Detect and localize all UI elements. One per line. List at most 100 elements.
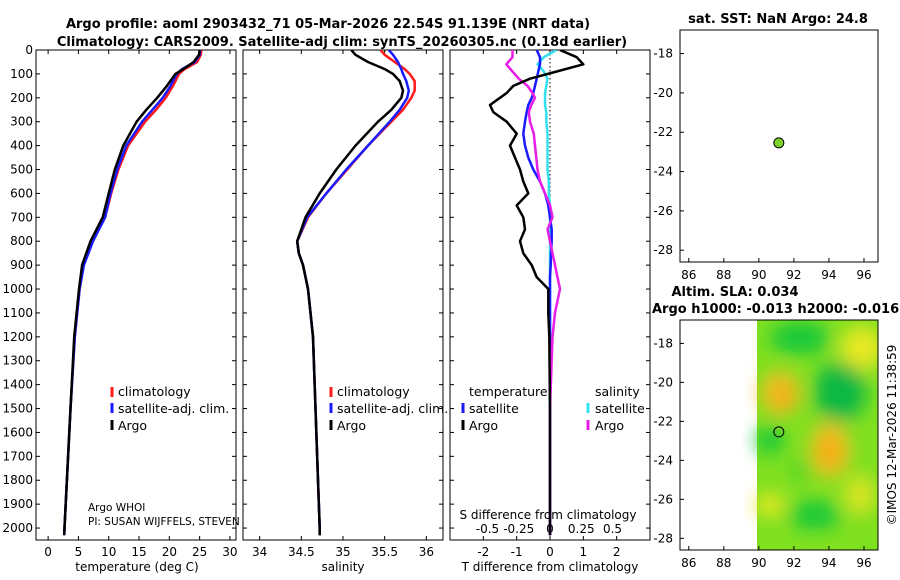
depth-tick-label: 1100 bbox=[2, 306, 33, 320]
sla-map-xtick-label: 96 bbox=[856, 556, 871, 570]
temperature-legend: climatology satellite-adj. clim. Argo bbox=[110, 384, 229, 433]
sla-map-ytick-label: -18 bbox=[653, 336, 673, 350]
sla-map-xtick-label: 88 bbox=[716, 556, 731, 570]
salinity-xtick-label: 34 bbox=[252, 545, 267, 559]
sst-map-xtick-label: 88 bbox=[716, 268, 731, 282]
sst-map-ytick-label: -28 bbox=[653, 243, 673, 257]
sst-map-xtick-label: 96 bbox=[856, 268, 871, 282]
salinity-xlabel: salinity bbox=[321, 560, 364, 574]
sst-map-ticks: 86 88 90 92 94 96 -18 -20 -22 -24 -26 -28 bbox=[653, 47, 871, 282]
difference-legend: temperature salinity satellite Argo sate… bbox=[461, 384, 645, 433]
difference-s-tick-label: 0.5 bbox=[603, 522, 622, 536]
difference-lines bbox=[488, 50, 585, 540]
depth-tick-label: 1900 bbox=[2, 497, 33, 511]
sla-heatmap bbox=[756, 320, 878, 550]
salinity-legend-satellite: satellite-adj. clim. bbox=[337, 401, 448, 416]
difference-xtick-label: -1 bbox=[511, 545, 523, 559]
depth-tick-label: 1400 bbox=[2, 378, 33, 392]
depth-tick-label: 900 bbox=[10, 258, 33, 272]
sla-map-frame bbox=[679, 319, 879, 551]
depth-tick-label: 0 bbox=[25, 43, 33, 57]
temperature-lines bbox=[62, 50, 203, 536]
argo-pi-note: PI: SUSAN WIJFFELS, STEVEN bbox=[88, 516, 240, 528]
depth-tick-label: 800 bbox=[10, 234, 33, 248]
depth-tick-label: 500 bbox=[10, 163, 33, 177]
depth-tick-label: 400 bbox=[10, 139, 33, 153]
header-title-line1: Argo profile: aoml 2903432_71 05-Mar-202… bbox=[66, 17, 590, 32]
sla-map-xtick-label: 92 bbox=[786, 556, 801, 570]
difference-xtick-label: -2 bbox=[477, 545, 489, 559]
temperature-xtick-label: 5 bbox=[75, 545, 83, 559]
salinity-legend-argo: Argo bbox=[337, 418, 366, 433]
sst-map-xtick-label: 86 bbox=[681, 268, 696, 282]
difference-legend-salinity-title: salinity bbox=[595, 384, 640, 399]
temperature-legend-argo: Argo bbox=[118, 418, 147, 433]
difference-legend-t-argo: Argo bbox=[469, 418, 498, 433]
difference-xtick-label: 1 bbox=[580, 545, 588, 559]
depth-tick-label: 100 bbox=[10, 67, 33, 81]
depth-tick-label: 1300 bbox=[2, 354, 33, 368]
salinity-xtick-label: 35.5 bbox=[371, 545, 398, 559]
sst-map-ytick-label: -20 bbox=[653, 86, 673, 100]
temperature-xtick-label: 20 bbox=[162, 545, 177, 559]
sla-map-xtick-label: 86 bbox=[681, 556, 696, 570]
depth-tick-label: 600 bbox=[10, 186, 33, 200]
salinity-legend-climatology: climatology bbox=[337, 384, 410, 399]
difference-legend-t-satellite: satellite bbox=[469, 401, 519, 416]
sst-map-ytick-label: -18 bbox=[653, 47, 673, 61]
salinity-ticks: 34 34.5 35 35.5 36 bbox=[243, 49, 443, 559]
sla-map-title-line2: Argo h1000: -0.013 h2000: -0.016 bbox=[652, 302, 899, 317]
salinity-series-satellite-adj-clim- bbox=[295, 50, 411, 536]
salinity-xtick-label: 35 bbox=[335, 545, 350, 559]
sla-map-xtick-label: 94 bbox=[821, 556, 836, 570]
temperature-xtick-label: 0 bbox=[44, 545, 52, 559]
sla-map-ytick-label: -22 bbox=[653, 414, 673, 428]
sla-map-ytick-label: -26 bbox=[653, 492, 673, 506]
footer-timestamp: ©IMOS 12-Mar-2026 11:38:59 bbox=[885, 345, 899, 526]
temperature-series-climatology bbox=[62, 50, 203, 536]
difference-xlabel: T difference from climatology bbox=[461, 560, 639, 574]
depth-tick-label: 1700 bbox=[2, 449, 33, 463]
argo-institution-note: Argo WHOI bbox=[88, 502, 145, 514]
difference-series-s-satellite bbox=[536, 50, 557, 536]
difference-s-tick-label: -0.5 bbox=[476, 522, 499, 536]
sst-map-points bbox=[773, 137, 785, 149]
depth-tick-label: 1800 bbox=[2, 473, 33, 487]
depth-tick-label: 2000 bbox=[2, 521, 33, 535]
temperature-xtick-label: 15 bbox=[131, 545, 146, 559]
sst-map-ytick-label: -24 bbox=[653, 165, 673, 179]
temperature-ticks: 0 5 10 15 20 25 300100200300400500600700800900… bbox=[2, 43, 237, 559]
temperature-xlabel: temperature (deg C) bbox=[75, 560, 198, 574]
sst-map-argo-location-marker bbox=[773, 137, 785, 149]
temperature-xtick-label: 30 bbox=[222, 545, 237, 559]
sla-map-title-line1: Altim. SLA: 0.034 bbox=[672, 285, 799, 300]
difference-ticks: -2 -1 0 1 2-0.5 -0.25 0 0.25 0.5 bbox=[450, 49, 650, 559]
temperature-legend-satellite: satellite-adj. clim. bbox=[118, 401, 229, 416]
difference-xtick-label: 0 bbox=[546, 545, 554, 559]
salinity-xtick-label: 36 bbox=[419, 545, 434, 559]
salinity-legend: climatology satellite-adj. clim. Argo bbox=[329, 384, 448, 433]
temperature-xtick-label: 25 bbox=[192, 545, 207, 559]
salinity-series-argo bbox=[295, 50, 405, 536]
depth-tick-label: 1600 bbox=[2, 425, 33, 439]
temperature-legend-climatology: climatology bbox=[118, 384, 191, 399]
depth-tick-label: 1200 bbox=[2, 330, 33, 344]
sla-map-ytick-label: -28 bbox=[653, 531, 673, 545]
salinity-plot-frame bbox=[242, 49, 444, 541]
sst-map-xtick-label: 90 bbox=[751, 268, 766, 282]
depth-tick-label: 1000 bbox=[2, 282, 33, 296]
sst-map-xtick-label: 92 bbox=[786, 268, 801, 282]
sst-map-title: sat. SST: NaN Argo: 24.8 bbox=[688, 12, 868, 27]
difference-series-s-argo bbox=[505, 50, 562, 536]
header-title-line2: Climatology: CARS2009. Satellite-adj cli… bbox=[57, 35, 627, 50]
sla-map-ticks: 86 88 90 92 94 96 -18 -20 -22 -24 -26 -28 bbox=[653, 336, 871, 570]
sla-map-xtick-label: 90 bbox=[751, 556, 766, 570]
sst-map-ytick-label: -26 bbox=[653, 204, 673, 218]
sla-map-points bbox=[773, 426, 785, 438]
sla-map-ytick-label: -20 bbox=[653, 375, 673, 389]
sst-map-ytick-label: -22 bbox=[653, 125, 673, 139]
difference-top-label: S difference from climatology bbox=[460, 508, 637, 522]
sla-map-argo-location-marker bbox=[773, 426, 785, 438]
sla-map-ytick-label: -24 bbox=[653, 453, 673, 467]
